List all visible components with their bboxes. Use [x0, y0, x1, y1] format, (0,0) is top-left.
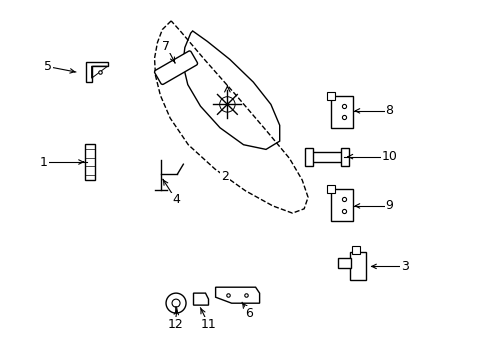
- Text: 3: 3: [400, 260, 408, 273]
- Text: 8: 8: [385, 104, 392, 117]
- Text: 4: 4: [172, 193, 180, 206]
- FancyBboxPatch shape: [154, 51, 197, 85]
- Text: 10: 10: [381, 150, 396, 163]
- Bar: [326, 91, 335, 100]
- Text: 9: 9: [385, 199, 392, 212]
- Bar: [349, 252, 365, 280]
- Bar: [331, 189, 352, 221]
- Text: 6: 6: [245, 307, 253, 320]
- Bar: [306, 152, 346, 162]
- Bar: [337, 258, 350, 269]
- Bar: [304, 148, 312, 166]
- Bar: [351, 246, 359, 255]
- Text: 11: 11: [200, 318, 216, 330]
- Text: 1: 1: [40, 156, 48, 168]
- Text: 5: 5: [44, 60, 52, 73]
- Bar: [85, 144, 95, 180]
- Text: 2: 2: [221, 170, 228, 183]
- Bar: [340, 148, 348, 166]
- Bar: [331, 96, 352, 127]
- Text: 7: 7: [162, 40, 170, 53]
- Bar: [326, 185, 335, 193]
- Text: 12: 12: [167, 318, 183, 330]
